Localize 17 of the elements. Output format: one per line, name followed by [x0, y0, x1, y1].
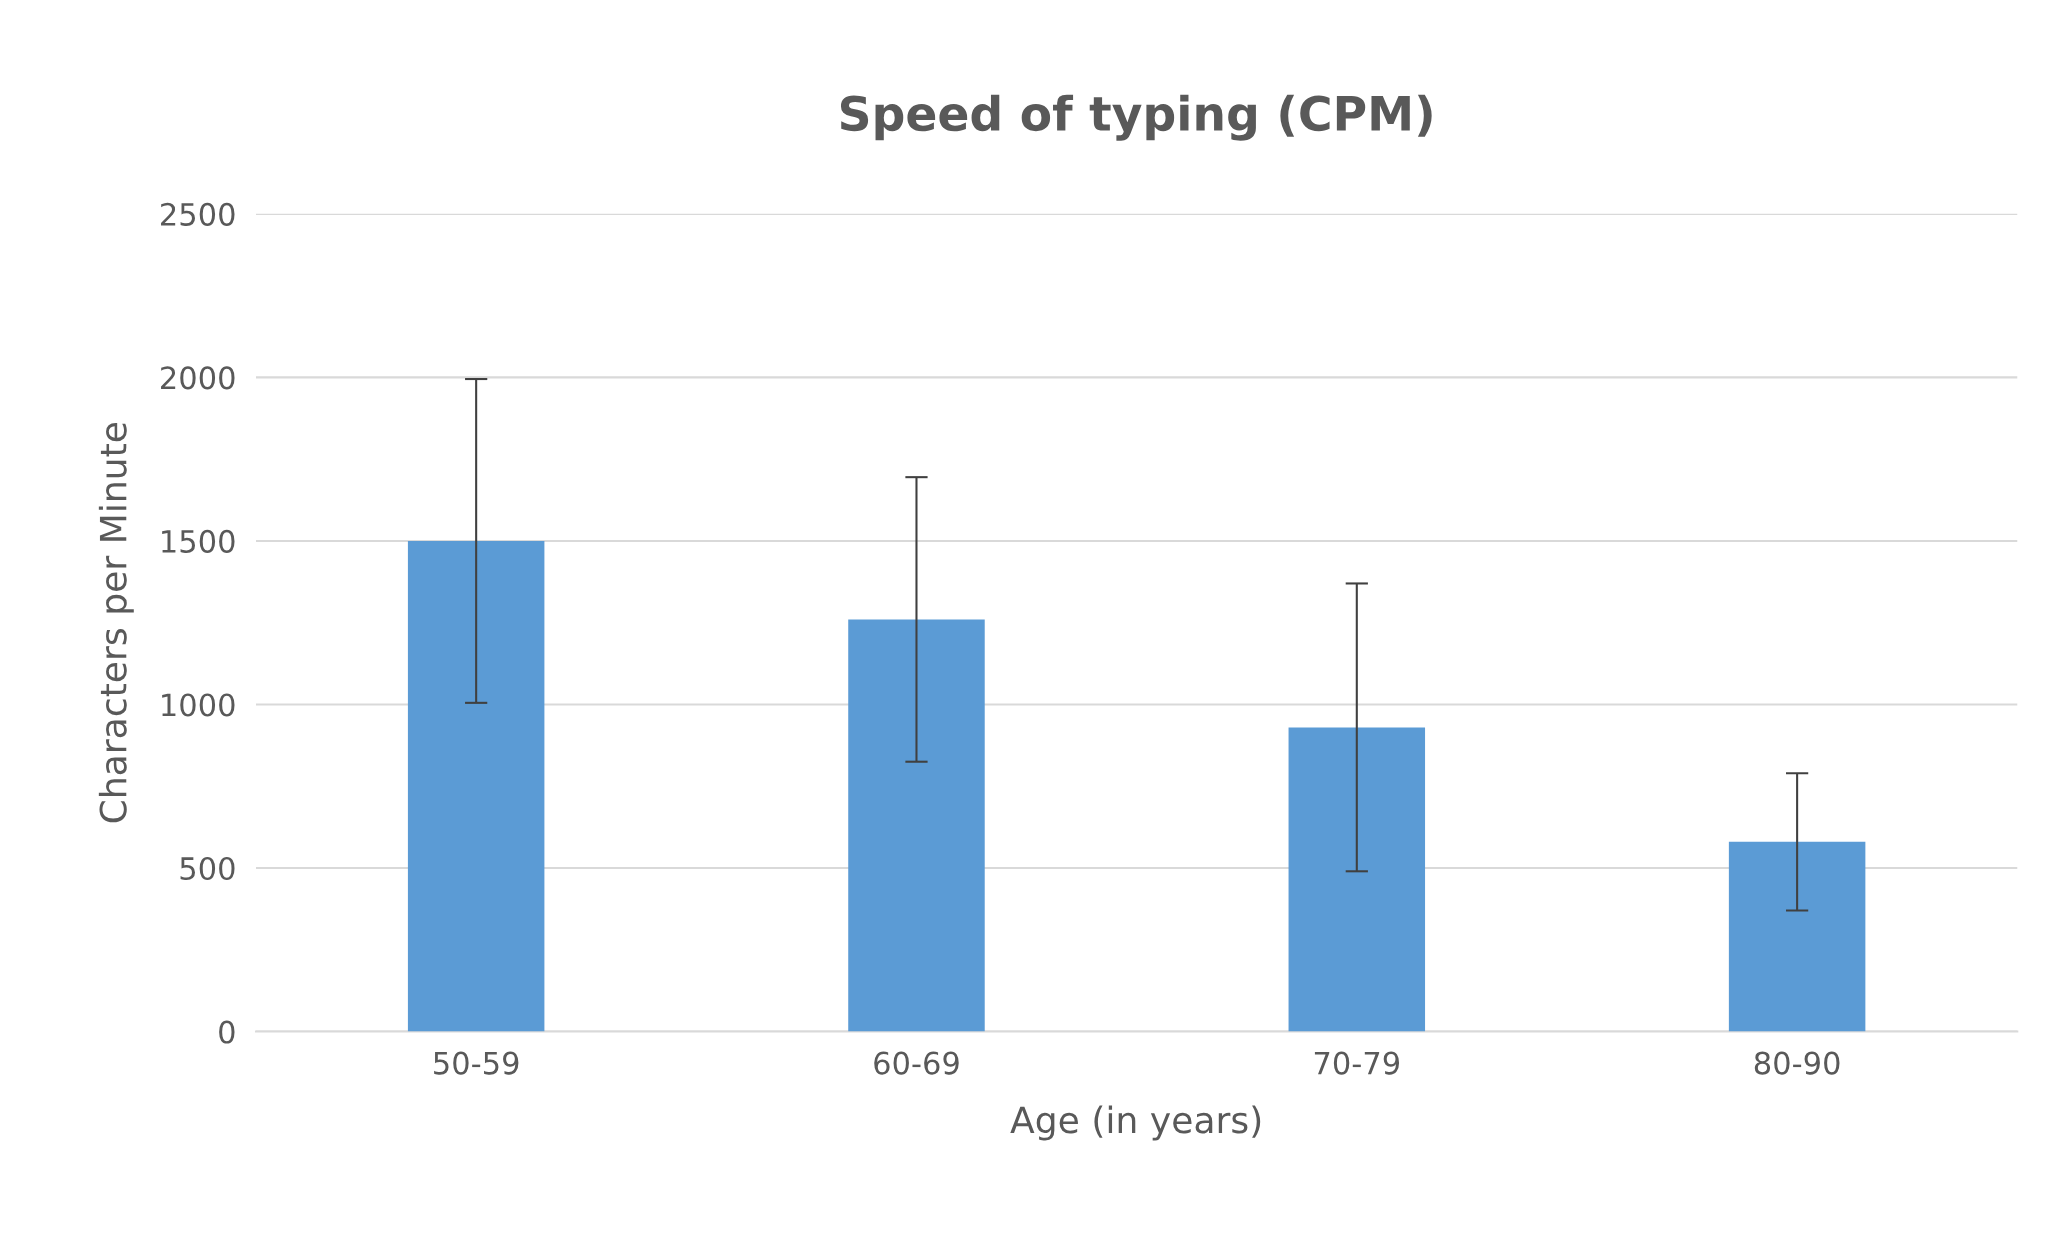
y-tick-label: 500 — [180, 856, 235, 881]
bar — [1288, 727, 1426, 1032]
y-tick-label: 2000 — [161, 366, 235, 390]
y-tick-label: 0 — [219, 1020, 235, 1044]
x-tick-label: 60-69 — [874, 1051, 959, 1075]
chart-title: Speed of typing (CPM) — [840, 94, 1432, 141]
y-tick-label: 2500 — [161, 202, 235, 226]
y-axis-title: Characters per Minute — [98, 422, 134, 823]
x-axis-title: Age (in years) — [1010, 1105, 1261, 1141]
bar — [1728, 841, 1866, 1032]
x-tick-label: 70-79 — [1314, 1051, 1400, 1075]
y-tick-label: 1500 — [162, 529, 235, 553]
y-tick-label: 1000 — [162, 693, 235, 717]
x-tick-label: 80-90 — [1754, 1051, 1840, 1075]
x-tick-label: 50-59 — [434, 1051, 519, 1075]
bar — [407, 540, 545, 1032]
bar — [848, 619, 985, 1032]
